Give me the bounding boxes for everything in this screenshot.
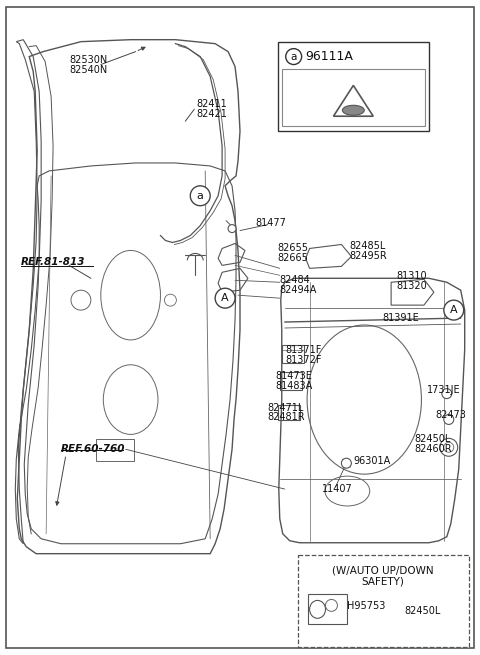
Bar [280,372,301,390]
Text: 81473E: 81473E [276,371,312,381]
Bar [282,69,425,126]
Text: 81477: 81477 [255,217,286,227]
Ellipse shape [342,105,364,115]
Text: 82540N: 82540N [69,64,107,75]
Text: 82494A: 82494A [280,285,317,295]
Text: 1731JE: 1731JE [427,384,460,395]
Text: 82473: 82473 [436,411,467,421]
Text: REF.81-813: REF.81-813 [21,257,86,267]
Bar [308,595,348,624]
Circle shape [444,415,454,424]
Bar [278,405,300,421]
Text: 82450L: 82450L [404,607,441,616]
Text: 82481R: 82481R [268,413,305,422]
Text: 81371F: 81371F [286,345,322,355]
Text: a: a [197,191,204,201]
Text: 82530N: 82530N [69,54,107,65]
Text: 82665: 82665 [278,253,309,263]
Text: 96111A: 96111A [306,50,353,63]
Text: 81372F: 81372F [286,355,322,365]
Circle shape [190,186,210,206]
Bar [298,555,468,647]
Text: 81391E: 81391E [382,313,419,323]
Bar [282,345,304,363]
Circle shape [228,225,236,233]
Text: 96301A: 96301A [353,457,391,466]
Text: 81483A: 81483A [276,381,313,390]
Text: (W/AUTO UP/DOWN: (W/AUTO UP/DOWN [332,565,434,576]
Text: REF.60-760: REF.60-760 [61,444,126,455]
Circle shape [442,388,452,399]
Text: 82485L: 82485L [349,242,386,252]
Circle shape [286,48,301,65]
Bar [278,42,429,131]
Text: 82460R: 82460R [414,444,452,455]
Text: 82450L: 82450L [414,434,450,444]
Text: 82495R: 82495R [349,252,387,261]
Text: 82655: 82655 [278,244,309,253]
Circle shape [440,438,458,457]
Text: SAFETY): SAFETY) [362,576,405,586]
Text: H95753: H95753 [348,601,386,611]
Text: 82484: 82484 [280,275,311,286]
Text: a: a [290,52,297,62]
Circle shape [444,300,464,320]
Circle shape [341,458,351,468]
Bar [96,440,133,461]
Circle shape [444,442,454,452]
Text: 82421: 82421 [196,109,227,119]
Text: 11407: 11407 [322,484,352,494]
Text: 81320: 81320 [396,281,427,291]
Text: 82411: 82411 [196,100,227,109]
Text: 81310: 81310 [396,271,427,281]
Circle shape [165,294,176,306]
Text: 82471L: 82471L [268,403,304,413]
Text: A: A [450,305,457,315]
Text: A: A [221,293,229,303]
Circle shape [215,288,235,308]
Circle shape [71,290,91,310]
